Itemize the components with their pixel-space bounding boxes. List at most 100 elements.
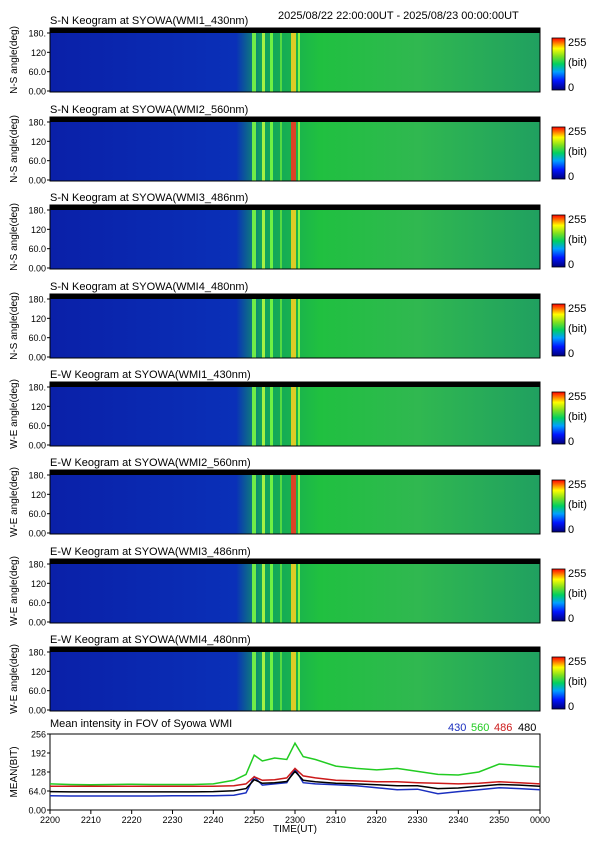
activity-band [298, 652, 300, 711]
activity-band [280, 564, 282, 623]
activity-band [298, 387, 300, 446]
y-tick-label: 0.00 [28, 706, 46, 716]
keogram-panel: S-N Keogram at SYOWA(WMI3_486nm) 180. 120 6… [9, 192, 587, 274]
colorbar-scale [551, 126, 566, 180]
activity-band [291, 387, 296, 446]
activity-band [262, 387, 265, 446]
colorbar-min-label: 0 [568, 82, 574, 94]
x-tick-label: 2350 [489, 815, 509, 825]
colorbar-max-label: 255 [568, 391, 586, 403]
colorbar-min-label: 0 [568, 259, 574, 271]
activity-band [280, 652, 282, 711]
x-tick-label: 2340 [448, 815, 468, 825]
panel-frame [49, 381, 541, 447]
series-line-560 [49, 741, 541, 786]
y-tick-label: 0.00 [28, 529, 46, 539]
activity-band [252, 33, 256, 92]
panel-frame [49, 558, 541, 624]
keogram-panel: E-W Keogram at SYOWA(WMI2_560nm) 180. 120 6… [9, 457, 587, 539]
activity-band [270, 564, 273, 623]
y-tick-label: 192 [31, 749, 46, 759]
activity-band [291, 652, 296, 711]
colorbar-scale [551, 656, 566, 710]
y-tick-label: 64.0 [28, 787, 46, 797]
y-tick-label: 120 [31, 48, 46, 58]
x-tick-label: 2220 [122, 815, 142, 825]
activity-band [252, 475, 256, 534]
legend-entry-480: 480 [518, 722, 536, 734]
y-axis-label: W-E angle(deg) [9, 556, 20, 626]
y-tick-label: 120 [31, 225, 46, 235]
activity-band [280, 122, 282, 181]
y-tick-label: 60.0 [28, 509, 46, 519]
colorbar: 255 (bit) 0 [551, 37, 587, 94]
y-tick-label: 60.0 [28, 156, 46, 166]
colorbar: 255 (bit) 0 [551, 568, 587, 625]
colorbar-scale [551, 37, 566, 91]
colorbar-scale [551, 214, 566, 268]
colorbar-max-label: 255 [568, 37, 586, 49]
colorbar-unit-label: (bit) [568, 499, 587, 511]
panel-frame [49, 646, 541, 712]
colorbar-max-label: 255 [568, 126, 586, 138]
colorbar: 255 (bit) 0 [551, 214, 587, 271]
y-tick-label: 180. [28, 206, 46, 216]
colorbar-max-label: 255 [568, 568, 586, 580]
y-axis-label: N-S angle(deg) [9, 292, 20, 360]
colorbar-min-label: 0 [568, 348, 574, 360]
colorbar: 255 (bit) 0 [551, 391, 587, 448]
activity-band [291, 33, 296, 92]
panel-frame [49, 293, 541, 359]
panel-frame [49, 27, 541, 93]
y-tick-label: 0.00 [28, 618, 46, 628]
y-tick-label: 120 [31, 314, 46, 324]
keogram-top-band [50, 470, 540, 475]
panel-frame [49, 469, 541, 535]
mean-intensity-chart: Mean intensity in FOV of Syowa WMI 430 560… [9, 718, 550, 835]
y-axis-label: N-S angle(deg) [9, 26, 20, 94]
keogram-top-band [50, 205, 540, 210]
y-axis-label: N-S angle(deg) [9, 115, 20, 183]
activity-band [291, 475, 296, 534]
y-tick-label: 180. [28, 560, 46, 570]
activity-band [262, 475, 265, 534]
series-line-480 [49, 770, 541, 793]
activity-band [280, 210, 282, 269]
y-tick-label: 0.00 [28, 264, 46, 274]
y-tick-label: 256 [31, 730, 46, 740]
keogram-panel: S-N Keogram at SYOWA(WMI1_430nm) 180. 120 6… [9, 15, 587, 97]
keogram-top-band [50, 559, 540, 564]
chart-title: Mean intensity in FOV of Syowa WMI [50, 718, 232, 730]
x-tick-label: 2200 [40, 815, 60, 825]
y-tick-label: 180. [28, 29, 46, 39]
x-tick-label: 2300 [285, 815, 305, 825]
activity-band [252, 387, 256, 446]
y-tick-label: 120 [31, 402, 46, 412]
colorbar-unit-label: (bit) [568, 323, 587, 335]
activity-band [270, 299, 273, 358]
y-tick-label: 60.0 [28, 686, 46, 696]
y-axis-label: W-E angle(deg) [9, 644, 20, 714]
y-tick-label: 120 [31, 667, 46, 677]
x-tick-label: 0000 [530, 815, 550, 825]
activity-band [298, 475, 300, 534]
keogram-panel: E-W Keogram at SYOWA(WMI3_486nm) 180. 120 6… [9, 546, 587, 628]
panel-title: S-N Keogram at SYOWA(WMI2_560nm) [50, 104, 248, 116]
y-axis-label: MEAN(BIT) [9, 746, 20, 797]
colorbar-max-label: 255 [568, 479, 586, 491]
panel-title: E-W Keogram at SYOWA(WMI3_486nm) [50, 546, 251, 558]
activity-band [270, 475, 273, 534]
y-tick-label: 0.00 [28, 353, 46, 363]
activity-band [291, 210, 296, 269]
activity-band [270, 210, 273, 269]
keogram-top-band [50, 294, 540, 299]
y-tick-label: 60.0 [28, 244, 46, 254]
activity-band [262, 33, 265, 92]
y-tick-label: 60.0 [28, 598, 46, 608]
date-range: 2025/08/22 22:00:00UT - 2025/08/23 00:00… [278, 10, 519, 22]
y-tick-label: 180. [28, 648, 46, 658]
colorbar-unit-label: (bit) [568, 676, 587, 688]
panel-title: S-N Keogram at SYOWA(WMI3_486nm) [50, 192, 248, 204]
activity-band [270, 387, 273, 446]
activity-band [262, 122, 265, 181]
